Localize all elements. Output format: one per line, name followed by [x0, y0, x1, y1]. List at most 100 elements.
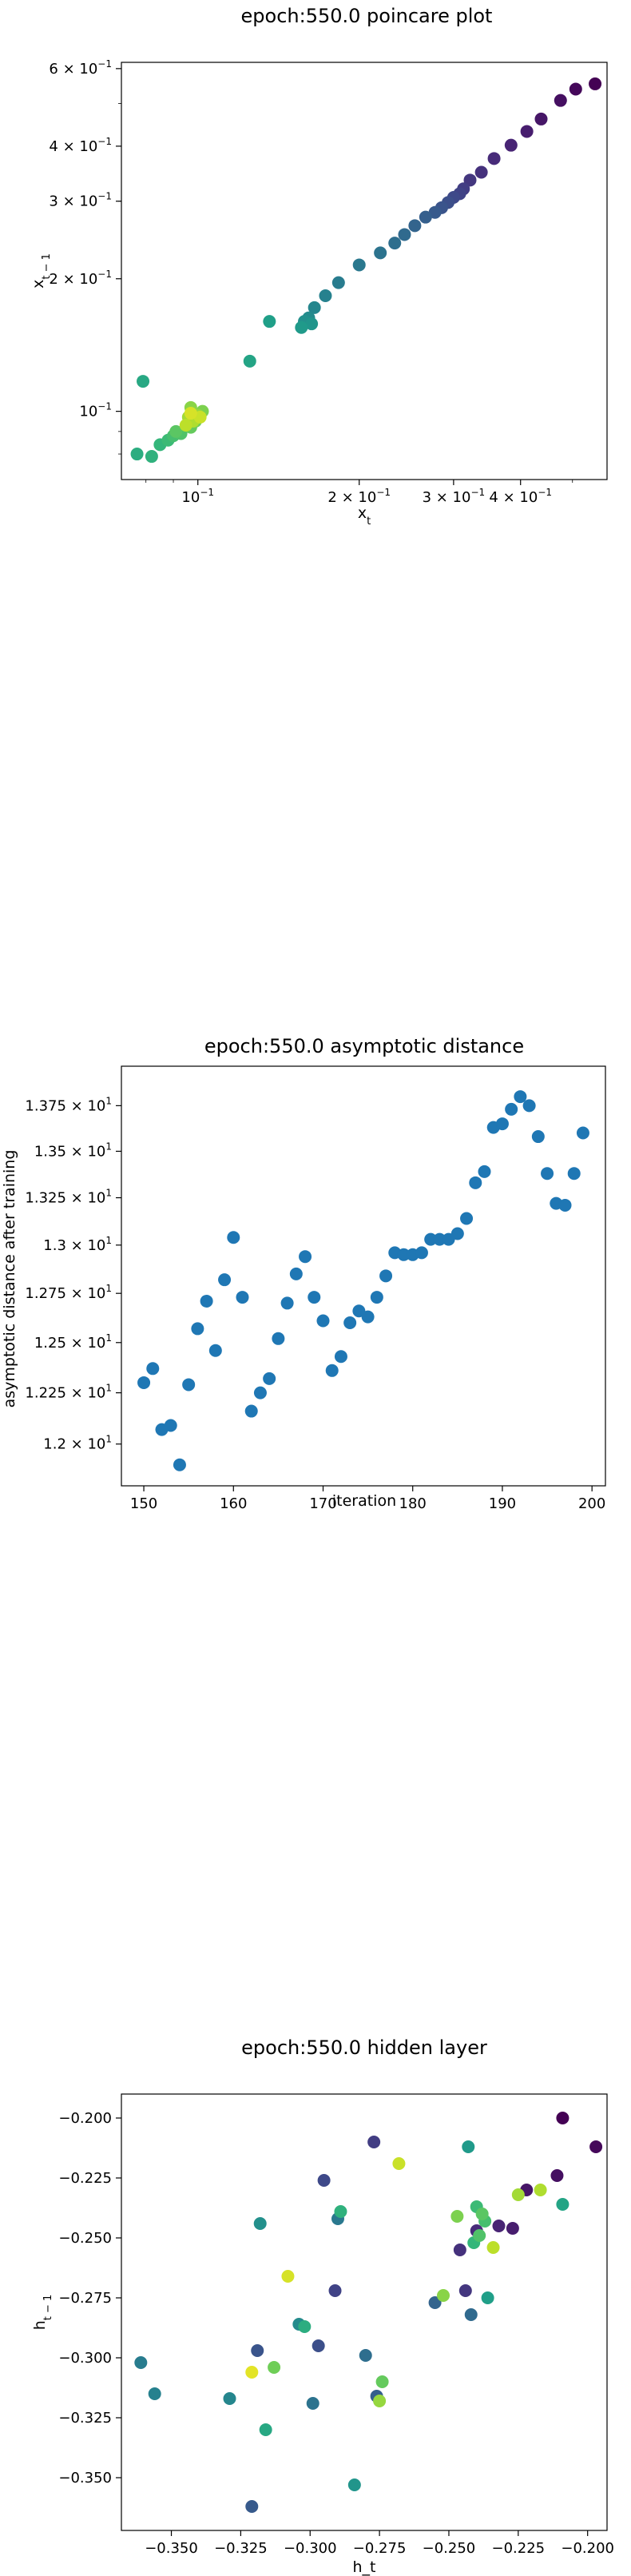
data-point: [458, 2284, 472, 2297]
tick-base: 1.25 × 10: [34, 1335, 106, 1352]
data-point: [306, 2397, 319, 2410]
data-point: [534, 112, 548, 125]
tick-exponent: 1: [105, 1095, 112, 1106]
tick-label: 1.225 × 101: [25, 1383, 112, 1402]
data-point: [244, 1404, 258, 1418]
tick-label: 190: [489, 1495, 516, 1512]
data-point: [289, 1267, 303, 1280]
data-point: [589, 2140, 603, 2153]
data-point: [359, 2349, 372, 2362]
tick-exponent: 1: [105, 1332, 112, 1344]
chart-title: epoch:550.0 poincare plot: [241, 5, 493, 27]
tick-label: 1.2 × 101: [43, 1434, 112, 1453]
x-axis-label: iteration: [332, 1492, 396, 1510]
data-point: [146, 1362, 160, 1376]
data-point: [437, 2289, 450, 2302]
data-point: [576, 1126, 589, 1140]
asymptotic-distance-chart: epoch:550.0 asymptotic distance 150 160 17…: [0, 1031, 631, 1535]
data-point: [145, 450, 158, 464]
data-point: [308, 301, 321, 314]
tick-label: −0.250: [423, 2540, 476, 2557]
tick-layer: −0.350 −0.325 −0.300 −0.275 −0.250 −0.225 −0.2…: [58, 2110, 614, 2557]
data-point: [137, 375, 150, 388]
tick-label: −0.225: [58, 2170, 112, 2187]
tick-label: −0.350: [145, 2540, 198, 2557]
tick-label: 6 × 10−1: [49, 58, 112, 78]
data-point: [589, 77, 602, 90]
data-point: [469, 1176, 482, 1189]
tick-label: 1.325 × 101: [25, 1188, 112, 1207]
tick-base: 1.3 × 10: [43, 1237, 105, 1254]
tick-exponent: −1: [538, 487, 552, 498]
data-point: [319, 289, 332, 303]
tick-base: 1.225 × 10: [25, 1385, 105, 1402]
tick-base: 1.375 × 10: [25, 1097, 105, 1114]
data-point: [251, 2344, 264, 2357]
data-point: [352, 258, 366, 272]
data-point: [200, 1294, 213, 1308]
data-point: [462, 2140, 475, 2153]
data-point: [511, 2188, 525, 2201]
data-point: [182, 1378, 196, 1392]
tick-exponent: 1: [105, 1283, 112, 1294]
tick-label: 4 × 10−1: [49, 136, 112, 155]
data-point: [504, 138, 518, 152]
data-point: [130, 448, 144, 461]
data-point: [495, 1117, 509, 1131]
chart-title: epoch:550.0 hidden layer: [241, 2037, 487, 2059]
data-point: [245, 2366, 259, 2379]
data-point: [487, 152, 501, 165]
data-point: [347, 2478, 361, 2491]
data-point: [218, 1273, 232, 1287]
data-point: [374, 246, 387, 260]
tick-label: 10−1: [79, 401, 112, 420]
tick-label: 1.35 × 101: [34, 1141, 112, 1160]
data-point: [450, 2210, 464, 2223]
data-point: [556, 2112, 569, 2124]
tick-base: 4 × 10: [489, 489, 538, 506]
hidden-layer-chart: epoch:550.0 hidden layer −0.350 −0.325 −0.…: [0, 2030, 631, 2576]
data-point: [367, 2136, 381, 2148]
tick-label: 10−1: [181, 487, 214, 506]
data-point: [169, 424, 183, 438]
tick-label: −0.275: [58, 2290, 112, 2307]
data-point: [236, 1291, 249, 1304]
tick-label: −0.300: [284, 2540, 337, 2557]
data-point: [408, 219, 422, 233]
data-point: [492, 2220, 506, 2232]
tick-base: 1.35 × 10: [34, 1143, 106, 1160]
data-point: [253, 2217, 267, 2230]
tick-label: 1.25 × 101: [34, 1332, 112, 1352]
data-point: [550, 2169, 564, 2182]
poincare-plot-chart: epoch:550.0 poincare plot 10−1 2 × 10−1 3 …: [0, 0, 631, 528]
tick-base: 2 × 10: [327, 489, 376, 506]
plot-frame: [121, 2093, 608, 2531]
hidden-layer-svg: epoch:550.0 hidden layer −0.350 −0.325 −0.…: [31, 2037, 614, 2576]
data-point: [375, 2375, 389, 2388]
tick-label: −0.200: [561, 2540, 614, 2557]
data-point: [280, 1296, 294, 1310]
tick-label: 2 × 10−1: [49, 269, 112, 288]
data-point: [148, 2387, 161, 2400]
point-layer: [130, 77, 602, 464]
tick-base: 3 × 10: [49, 193, 97, 210]
tick-layer: 10−1 2 × 10−1 3 × 10−1 4 × 10−110−12 × 10−1…: [49, 58, 573, 506]
plot-frame: [121, 1065, 606, 1487]
data-point: [554, 94, 567, 107]
data-point: [299, 1250, 312, 1264]
tick-label: −0.300: [58, 2350, 112, 2367]
asymptotic-distance-svg: epoch:550.0 asymptotic distance 150 160 17…: [1, 1035, 606, 1512]
data-point: [450, 1227, 464, 1240]
data-point: [522, 1099, 536, 1113]
data-point: [474, 165, 488, 179]
tick-label: 170: [309, 1495, 336, 1512]
tick-base: 3 × 10: [423, 489, 471, 506]
data-point: [361, 1310, 375, 1324]
tick-exponent: 1: [105, 1434, 112, 1445]
y-axis-label: ht − 1: [31, 2295, 54, 2331]
data-point: [325, 1364, 339, 1377]
data-point: [164, 1419, 177, 1432]
data-point: [520, 125, 534, 138]
tick-exponent: −1: [376, 487, 391, 498]
